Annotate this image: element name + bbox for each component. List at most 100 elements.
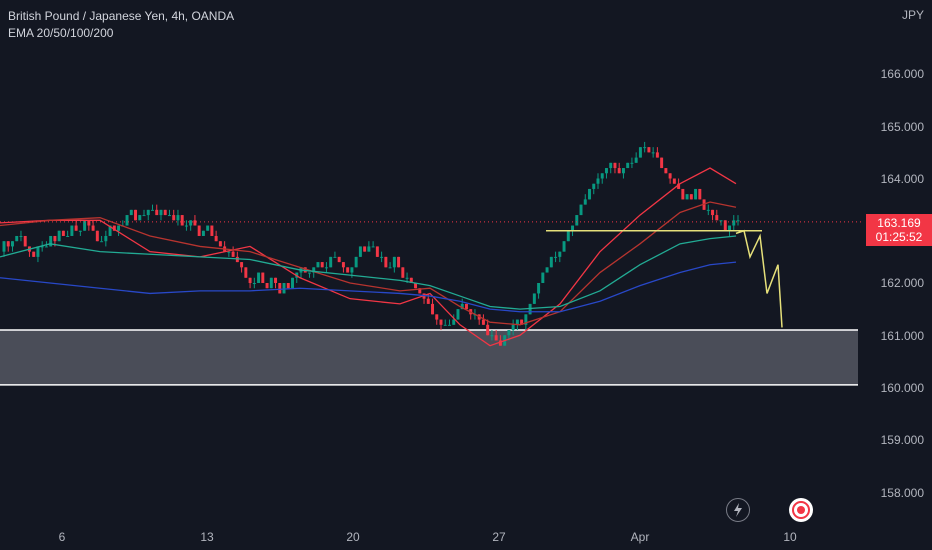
candle-body (53, 235, 57, 242)
candle-body (269, 277, 273, 289)
candle-body (214, 235, 218, 242)
candle-body (163, 209, 167, 216)
candle-body (108, 225, 112, 236)
candle-body (2, 241, 6, 252)
price-tick: 165.000 (880, 120, 924, 134)
candle-body (265, 283, 269, 289)
flash-icon-glyph (734, 503, 742, 517)
candle-body (240, 262, 244, 268)
price-tick: 162.000 (880, 276, 924, 290)
candle-body (231, 251, 235, 257)
candle-body (588, 188, 591, 200)
candle-body (668, 173, 672, 179)
candle-body (728, 225, 731, 231)
candle-body (32, 251, 36, 257)
candle-body (711, 209, 715, 216)
candle-body (715, 215, 719, 221)
flash-icon[interactable] (726, 498, 750, 522)
candle-body (723, 220, 727, 231)
candle-body (448, 324, 451, 326)
candle-body (252, 283, 256, 284)
candle-body (520, 319, 524, 325)
candle-body (248, 277, 252, 283)
ema-20-line (0, 167, 737, 347)
candle-body (558, 251, 562, 257)
candle-body (507, 330, 511, 336)
candle-body (494, 335, 498, 341)
time-tick: 13 (200, 530, 214, 544)
candle-body (562, 241, 566, 252)
candle-body (498, 340, 502, 346)
last-price-tag: 163.169 01:25:52 (866, 214, 932, 246)
candle-body (104, 235, 108, 242)
candle-body (617, 168, 621, 174)
candle-body (244, 267, 248, 278)
candle-body (49, 235, 53, 247)
currency-label: JPY (901, 8, 924, 22)
candle-body (23, 235, 27, 247)
candle-body (528, 303, 532, 315)
candle-body (320, 262, 324, 268)
candle-body (142, 215, 146, 217)
candle-body (324, 267, 328, 269)
candle-body (375, 246, 379, 257)
candle-body (414, 283, 418, 289)
candle-body (363, 246, 367, 252)
candle-body (575, 215, 579, 226)
candle-body (74, 225, 78, 231)
candle-body (604, 168, 608, 174)
price-tick: 160.000 (880, 381, 924, 395)
price-tick: 161.000 (880, 329, 924, 343)
candle-body (452, 319, 456, 325)
record-icon[interactable] (789, 498, 813, 522)
candle-body (180, 215, 184, 226)
candle-body (672, 178, 676, 184)
candle-body (350, 267, 354, 273)
candle-body (274, 277, 278, 283)
demand-zone (0, 330, 858, 385)
candle-body (159, 209, 163, 216)
candle-body (112, 225, 116, 231)
candle-body (40, 246, 44, 248)
candle-body (129, 209, 133, 216)
candle-body (354, 256, 358, 268)
candle-body (151, 209, 154, 211)
candle-body (257, 272, 261, 283)
candle-body (176, 215, 180, 221)
candle-body (138, 215, 142, 221)
candle-body (44, 246, 48, 248)
candle-body (227, 251, 231, 253)
candle-body (282, 283, 286, 294)
candle-body (481, 319, 485, 325)
candle-body (443, 324, 447, 326)
candle-body (571, 225, 575, 231)
candle-body (651, 152, 655, 154)
candle-body (392, 256, 396, 268)
candle-body (626, 162, 630, 169)
candle-body (600, 173, 604, 179)
projection-path (735, 229, 783, 328)
candle-body (155, 209, 159, 216)
candle-body (613, 162, 617, 169)
ema-50-line (0, 201, 737, 326)
indicator-legend[interactable]: EMA 20/50/100/200 (8, 26, 114, 40)
candle-body (316, 262, 320, 268)
price-tick: 158.000 (880, 486, 924, 500)
candle-body (11, 241, 14, 247)
candle-body (486, 324, 490, 336)
candle-body (235, 256, 239, 263)
candle-body (117, 225, 121, 231)
candle-body (537, 283, 541, 294)
candle-body (312, 267, 316, 273)
candle-body (630, 162, 634, 164)
candle-body (532, 293, 536, 304)
price-tick: 164.000 (880, 172, 924, 186)
candle-body (66, 235, 70, 237)
candle-body (87, 220, 91, 226)
candle-body (409, 277, 413, 283)
candle-body (566, 230, 570, 242)
candle-body (78, 230, 82, 232)
candle-body (193, 220, 197, 226)
time-tick: 27 (492, 530, 506, 544)
